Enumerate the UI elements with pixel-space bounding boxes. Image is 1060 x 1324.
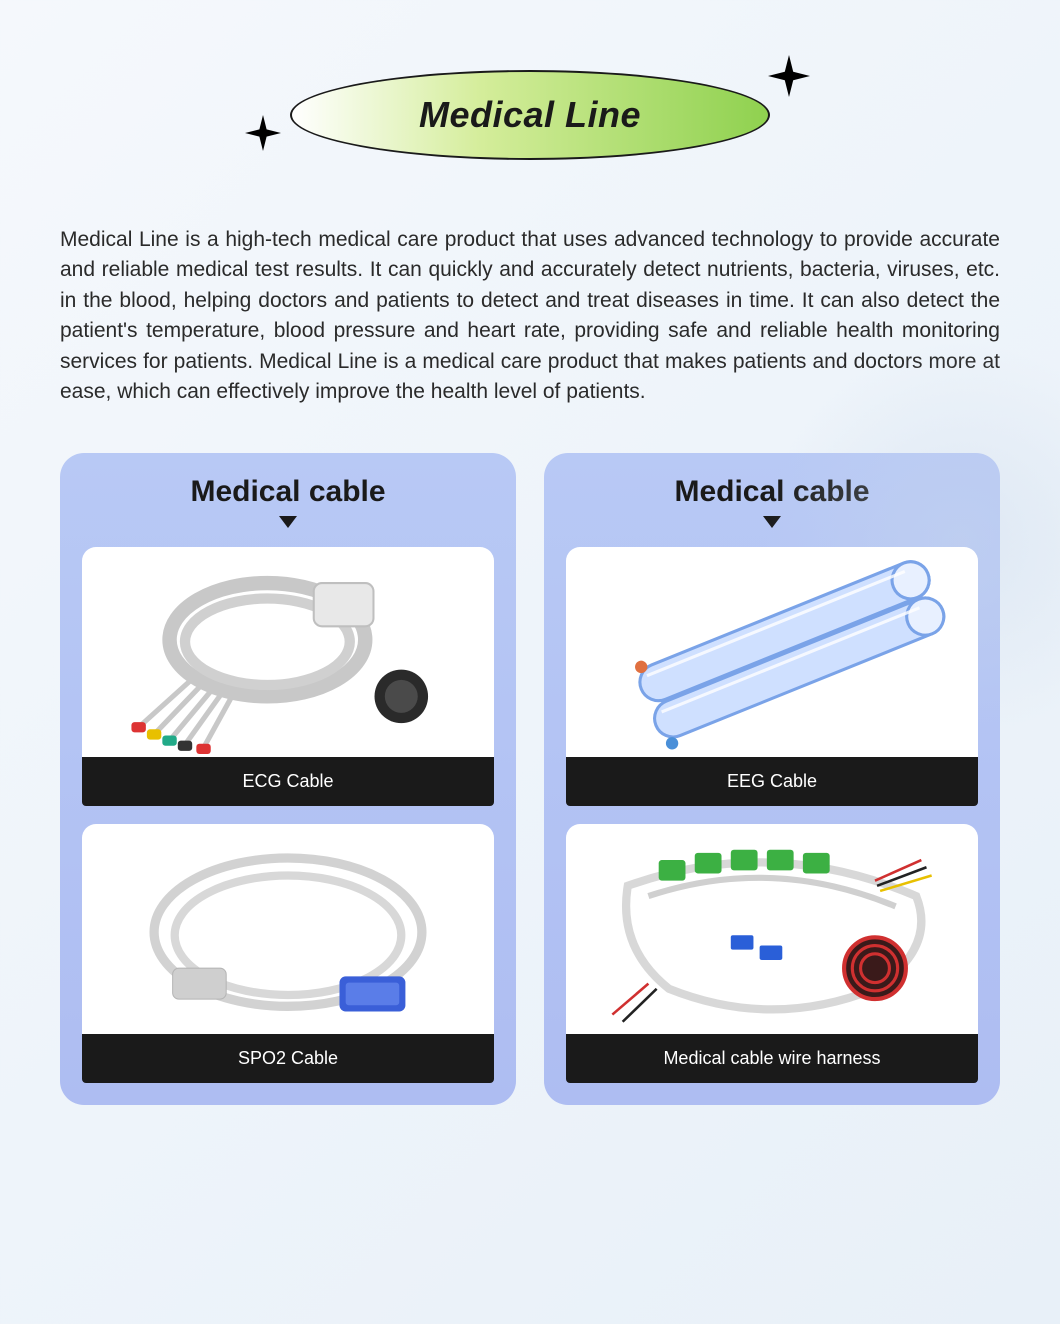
header-banner: Medical Line [260,60,800,170]
product-image [82,547,494,757]
card-title: Medical cable [82,475,494,509]
product-image [82,824,494,1034]
product-item: Medical cable wire harness [566,824,978,1083]
product-image [566,547,978,757]
ecg-cable-icon [82,547,494,757]
sparkle-icon [768,55,810,97]
product-card: Medical cable [60,453,516,1105]
product-item: SPO2 Cable [82,824,494,1083]
product-image [566,824,978,1034]
product-label: SPO2 Cable [82,1034,494,1083]
chevron-down-icon [82,515,494,533]
product-label: ECG Cable [82,757,494,806]
product-item: ECG Cable [82,547,494,806]
product-label: EEG Cable [566,757,978,806]
product-card: Medical cable [544,453,1000,1105]
cards-row: Medical cable [60,453,1000,1105]
wire-harness-icon [566,824,978,1034]
spo2-cable-icon [82,824,494,1034]
product-label: Medical cable wire harness [566,1034,978,1083]
product-item: EEG Cable [566,547,978,806]
page-title: Medical Line [260,94,800,136]
eeg-cable-icon [566,547,978,757]
